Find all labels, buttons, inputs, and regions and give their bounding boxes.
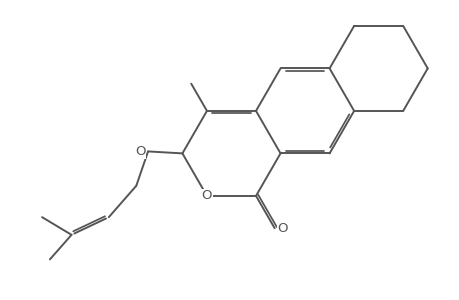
Text: O: O xyxy=(201,189,212,203)
Text: O: O xyxy=(277,222,287,235)
Text: O: O xyxy=(134,145,145,158)
